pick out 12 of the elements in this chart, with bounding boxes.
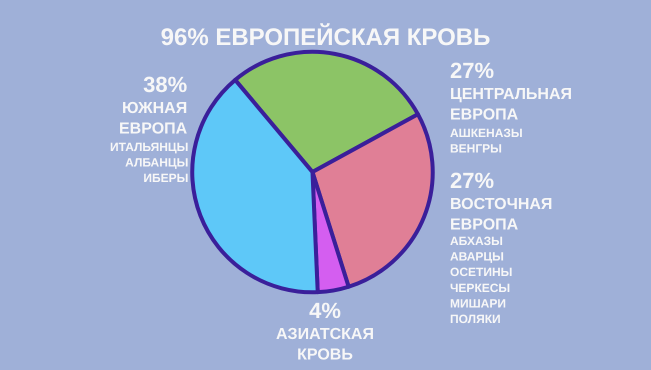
- data-label: 38%: [143, 72, 188, 97]
- data-label: 27%: [450, 168, 494, 193]
- slice-label: АЗИАТСКАЯ КРОВЬ: [276, 326, 374, 364]
- slice-label: ВОСТОЧНАЯ ЕВРОПА: [450, 196, 552, 234]
- text: ИТАЛЬЯНЦЫ АЛБАНЦЫ ИБЕРЫ: [110, 140, 188, 186]
- slice-label: ЦЕНТРАЛЬНАЯ ЕВРОПА: [450, 86, 572, 124]
- data-label: 4%: [309, 298, 341, 323]
- data-label: 27%: [450, 58, 494, 83]
- text: АШКЕНАЗЫ ВЕНГРЫ: [450, 126, 523, 156]
- text: АБХАЗЫ АВАРЦЫ ОСЕТИНЫ ЧЕРКЕСЫ МИШАРИ ПОЛЯКИ: [450, 234, 512, 326]
- slice-label: ЮЖНАЯ ЕВРОПА: [119, 100, 188, 138]
- chart-title: 96% ЕВРОПЕЙСКАЯ КРОВЬ: [160, 22, 490, 51]
